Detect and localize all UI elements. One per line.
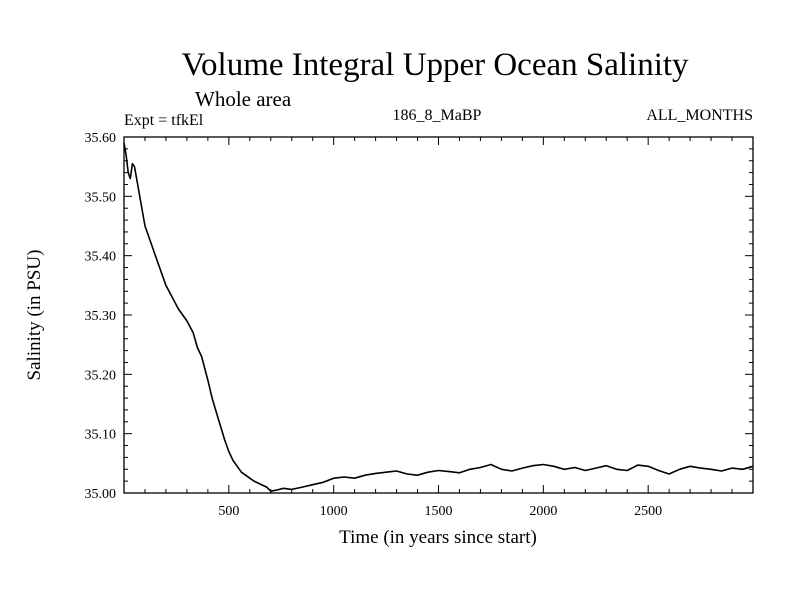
axis-tick-labels: 500 1000 1500 2000 2500 35.00 35.10 35.20 35.30 3… [85, 131, 663, 519]
y-tick-label: 35.60 [85, 131, 117, 146]
chart-title: Volume Integral Upper Ocean Salinity [181, 47, 689, 83]
run-id-label: 186_8_MaBP [393, 107, 482, 124]
x-tick-label: 2500 [634, 504, 662, 519]
x-tick-label: 500 [218, 504, 239, 519]
plot-frame [123, 136, 754, 494]
y-axis-label: Salinity (in PSU) [24, 250, 45, 381]
axis-ticks [124, 137, 753, 493]
y-tick-label: 35.00 [85, 487, 117, 502]
months-label: ALL_MONTHS [646, 107, 753, 124]
y-tick-label: 35.20 [85, 368, 117, 383]
salinity-series-line [123, 142, 754, 493]
series-group [123, 142, 754, 493]
chart-subtitle: Whole area [195, 87, 292, 111]
experiment-label: Expt = tfkEl [124, 112, 204, 129]
y-tick-label: 35.40 [85, 250, 117, 265]
x-tick-label: 2000 [529, 504, 557, 519]
y-tick-label: 35.50 [85, 190, 117, 205]
x-tick-label: 1000 [320, 504, 348, 519]
y-tick-label: 35.30 [85, 309, 117, 324]
x-tick-label: 1500 [425, 504, 453, 519]
x-axis-label: Time (in years since start) [339, 527, 537, 548]
y-tick-label: 35.10 [85, 428, 117, 443]
